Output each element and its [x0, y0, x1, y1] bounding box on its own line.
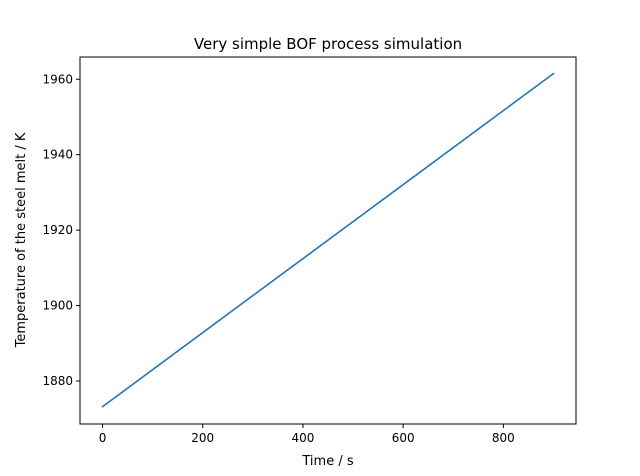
x-tick-label: 0	[99, 431, 107, 445]
y-axis-label: Temperature of the steel melt / K	[14, 132, 29, 348]
x-axis-label: Time / s	[301, 454, 353, 469]
plot-frame	[79, 56, 577, 425]
chart-title: Very simple BOF process simulation	[194, 35, 462, 53]
x-tick-label: 600	[392, 431, 415, 445]
x-tick-label: 400	[291, 431, 314, 445]
x-tick-label: 800	[492, 431, 515, 445]
y-tick-label: 1920	[42, 223, 73, 237]
y-axis-ticks: 1880 1900 1920 1940 1960	[42, 72, 80, 388]
y-tick-label: 1960	[42, 72, 73, 86]
x-tick-label: 200	[191, 431, 214, 445]
y-tick-label: 1940	[42, 148, 73, 162]
y-tick-label: 1900	[42, 299, 73, 313]
x-axis-ticks: 0 200 400 600 800	[99, 424, 515, 445]
series-line-0	[101, 72, 555, 408]
series-layer	[101, 72, 555, 408]
y-tick-label: 1880	[42, 374, 73, 388]
